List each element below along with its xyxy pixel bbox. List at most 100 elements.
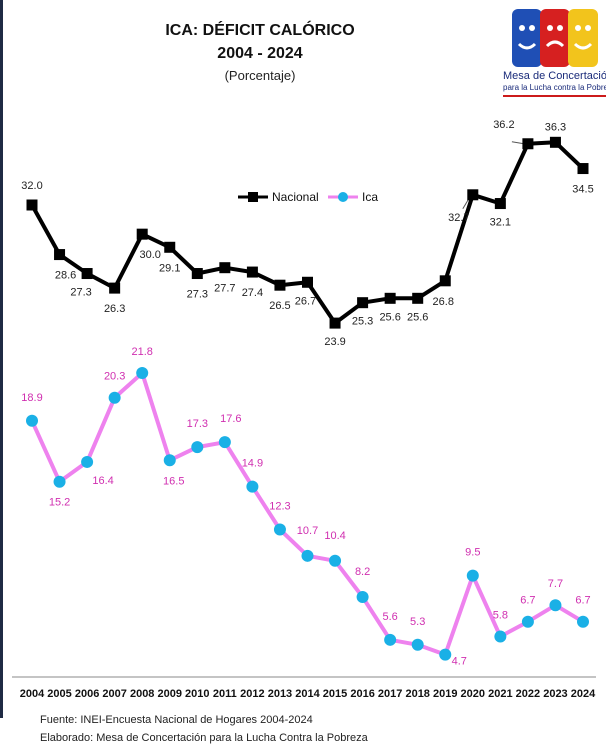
x-tick-label: 2009 — [158, 688, 182, 700]
ica-data-label: 16.5 — [163, 475, 184, 487]
ica-point — [26, 414, 38, 427]
ica-point — [439, 648, 452, 661]
ica-data-label: 8.2 — [355, 566, 370, 578]
ica-point — [577, 615, 589, 628]
ica-point — [108, 391, 121, 404]
x-tick-label: 2015 — [323, 688, 347, 700]
x-tick-label: 2005 — [47, 688, 71, 700]
nacional-point — [412, 292, 424, 304]
left-border — [0, 0, 3, 718]
label-leader-line — [511, 141, 524, 145]
logo-underline — [503, 95, 606, 97]
nacional-data-label: 25.3 — [352, 316, 373, 328]
nacional-data-label: 27.4 — [242, 287, 263, 299]
ica-data-label: 17.3 — [187, 418, 208, 430]
ica-point — [136, 367, 149, 379]
nacional-data-label: 26.7 — [295, 295, 316, 307]
ica-point — [549, 599, 562, 612]
ica-data-label: 17.6 — [220, 413, 241, 425]
nacional-data-label: 26.8 — [433, 296, 454, 308]
nacional-data-label: 32.0 — [21, 180, 42, 192]
ica-data-label: 5.6 — [383, 611, 398, 623]
nacional-point — [577, 163, 589, 175]
x-tick-label: 2013 — [268, 688, 292, 700]
x-tick-label: 2019 — [433, 688, 457, 700]
ica-point — [218, 436, 231, 449]
ica-point — [356, 590, 369, 603]
nacional-data-label: 28.6 — [55, 270, 76, 282]
legend-label-nacional: Nacional — [272, 190, 319, 204]
ica-data-label: 10.4 — [324, 530, 345, 542]
nacional-point — [439, 275, 451, 287]
x-tick-label: 2014 — [295, 688, 320, 700]
nacional-data-label: 26.5 — [269, 300, 290, 312]
nacional-data-label: 30.0 — [139, 249, 160, 261]
ica-data-label: 7.7 — [548, 578, 563, 590]
ica-point — [273, 523, 286, 536]
credit-note: Elaborado: Mesa de Concertación para la … — [40, 732, 368, 744]
nacional-point — [136, 228, 148, 240]
ica-point — [521, 615, 534, 628]
x-tick-label: 2007 — [102, 688, 126, 700]
x-tick-label: 2024 — [571, 688, 596, 700]
ica-data-label: 15.2 — [49, 497, 70, 509]
legend: Nacional Ica — [238, 190, 378, 204]
x-tick-label: 2018 — [405, 688, 429, 700]
nacional-data-label: 25.6 — [407, 311, 428, 323]
ica-point — [384, 633, 397, 646]
ica-data-label: 6.7 — [575, 595, 590, 607]
nacional-point — [467, 189, 479, 201]
x-tick-label: 2006 — [75, 688, 99, 700]
line-chart: 2004 2005 2006 2007 2008 2009 2010 2011 2012 2013… — [12, 119, 596, 700]
ica-point — [246, 480, 259, 493]
ica-point — [53, 475, 66, 488]
nacional-data-label: 27.3 — [70, 287, 91, 299]
label-leader-line — [462, 198, 470, 210]
nacional-point — [494, 198, 506, 210]
nacional-point — [357, 297, 369, 309]
ica-data-label: 14.9 — [242, 458, 263, 470]
mesa-logo-icon — [512, 9, 598, 67]
nacional-point — [329, 317, 341, 329]
nacional-point — [302, 276, 313, 288]
nacional-data-label: 32.7 — [448, 212, 469, 224]
x-tick-label: 2021 — [488, 688, 512, 700]
logo-subname: para la Lucha contra la Pobreza — [503, 83, 606, 92]
nacional-data-label: 29.1 — [159, 262, 180, 274]
chart-title: ICA: DÉFICIT CALÓRICO — [165, 22, 355, 39]
nacional-point — [81, 268, 93, 280]
nacional-point — [191, 268, 203, 280]
ica-data-label: 4.7 — [452, 656, 467, 668]
ica-point — [191, 441, 204, 454]
chart-subtitle: (Porcentaje) — [224, 68, 296, 83]
nacional-point — [26, 199, 38, 211]
ica-data-label: 21.8 — [131, 346, 152, 358]
nacional-data-label: 32.1 — [490, 217, 511, 229]
nacional-point — [219, 262, 231, 274]
nacional-point — [54, 249, 66, 261]
ica-point — [411, 638, 424, 651]
nacional-data-label: 27.7 — [214, 283, 235, 295]
ica-data-label: 18.9 — [21, 392, 42, 404]
ica-data-label: 6.7 — [520, 595, 535, 607]
nacional-data-label: 25.6 — [379, 311, 400, 323]
ica-point — [329, 554, 342, 567]
ica-data-label: 5.8 — [493, 610, 508, 622]
ica-data-label: 12.3 — [269, 500, 290, 512]
x-tick-label: 2023 — [543, 688, 567, 700]
ica-data-label: 10.7 — [297, 525, 318, 537]
nacional-data-label: 23.9 — [324, 336, 345, 348]
nacional-point — [549, 136, 561, 148]
legend-marker-ica — [338, 192, 348, 202]
nacional-data-label: 27.3 — [187, 289, 208, 301]
x-tick-label: 2020 — [461, 688, 485, 700]
ica-data-label: 20.3 — [104, 371, 125, 383]
ica-point — [466, 569, 479, 582]
nacional-data-label: 36.2 — [493, 119, 514, 131]
x-tick-label: 2017 — [378, 688, 402, 700]
ica-point — [301, 549, 314, 562]
legend-label-ica: Ica — [362, 190, 378, 204]
ica-point — [494, 630, 507, 643]
nacional-point — [109, 282, 121, 294]
